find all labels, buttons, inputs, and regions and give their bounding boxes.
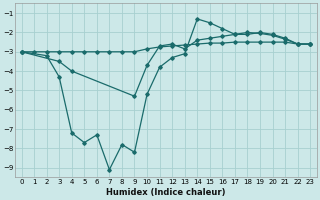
X-axis label: Humidex (Indice chaleur): Humidex (Indice chaleur) [106,188,226,197]
